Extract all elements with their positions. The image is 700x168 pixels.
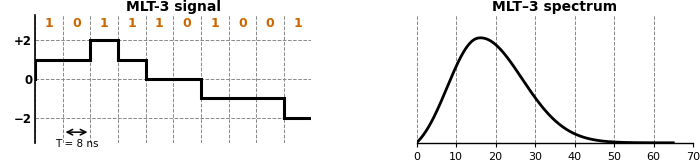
Text: 0: 0	[238, 17, 246, 30]
Text: 0: 0	[72, 17, 80, 30]
Text: 1: 1	[99, 17, 108, 30]
Text: 1: 1	[210, 17, 219, 30]
Title: MLT-3 signal: MLT-3 signal	[126, 0, 220, 14]
Title: MLT–3 spectrum: MLT–3 spectrum	[492, 0, 617, 14]
Text: 1: 1	[127, 17, 136, 30]
Text: 0: 0	[183, 17, 191, 30]
Text: 1: 1	[293, 17, 302, 30]
Text: MHz: MHz	[699, 157, 700, 167]
Text: 1: 1	[155, 17, 164, 30]
Text: T = 8 ns: T = 8 ns	[55, 139, 98, 149]
Text: 1: 1	[44, 17, 53, 30]
Text: 0: 0	[265, 17, 274, 30]
